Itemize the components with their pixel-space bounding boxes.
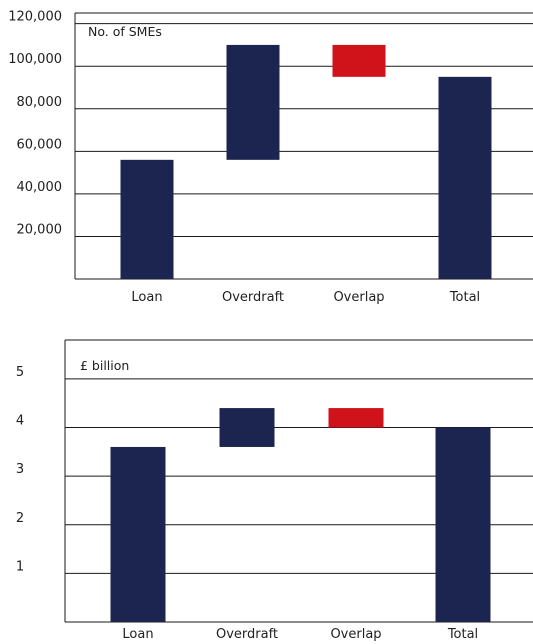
- category-label: Loan: [122, 627, 153, 642]
- y-tick-label: 20,000: [17, 222, 63, 237]
- unit-label: No. of SMEs: [88, 24, 162, 39]
- y-tick-label: 2: [16, 511, 24, 526]
- y-tick-label: 4: [16, 414, 24, 429]
- bar-overdraft: [226, 44, 280, 160]
- category-label: Overlap: [330, 627, 381, 642]
- category-label: Loan: [131, 290, 162, 305]
- y-tick-label: 120,000: [8, 10, 62, 25]
- y-tick-label: 3: [16, 462, 24, 477]
- bar-loan: [120, 159, 174, 279]
- y-tick-label: 40,000: [17, 180, 63, 195]
- category-label: Overdraft: [216, 627, 278, 642]
- bar-overlap: [328, 408, 384, 428]
- category-label: Overlap: [333, 290, 384, 305]
- sme-count-chart: 20,000 40,000 60,000 80,000 100,000 120,000 No…: [8, 10, 533, 305]
- bar-total: [438, 76, 492, 279]
- y-tick-label: 60,000: [17, 137, 63, 152]
- y-tick-label: 1: [16, 559, 24, 574]
- bar-overlap: [332, 44, 386, 77]
- y-tick-label: 100,000: [8, 52, 62, 67]
- category-label: Total: [449, 290, 480, 305]
- category-label: Overdraft: [222, 290, 284, 305]
- bar-total: [435, 427, 491, 622]
- bar-loan: [110, 446, 166, 622]
- bar-overdraft: [219, 408, 275, 447]
- unit-label: £ billion: [80, 358, 129, 373]
- y-tick-label: 80,000: [17, 95, 63, 110]
- category-label: Total: [447, 627, 478, 642]
- y-tick-label: 5: [16, 365, 24, 380]
- sme-value-chart: 1 2 3 4 5 £ billion Loan Overdraft Overlap Total: [16, 339, 533, 642]
